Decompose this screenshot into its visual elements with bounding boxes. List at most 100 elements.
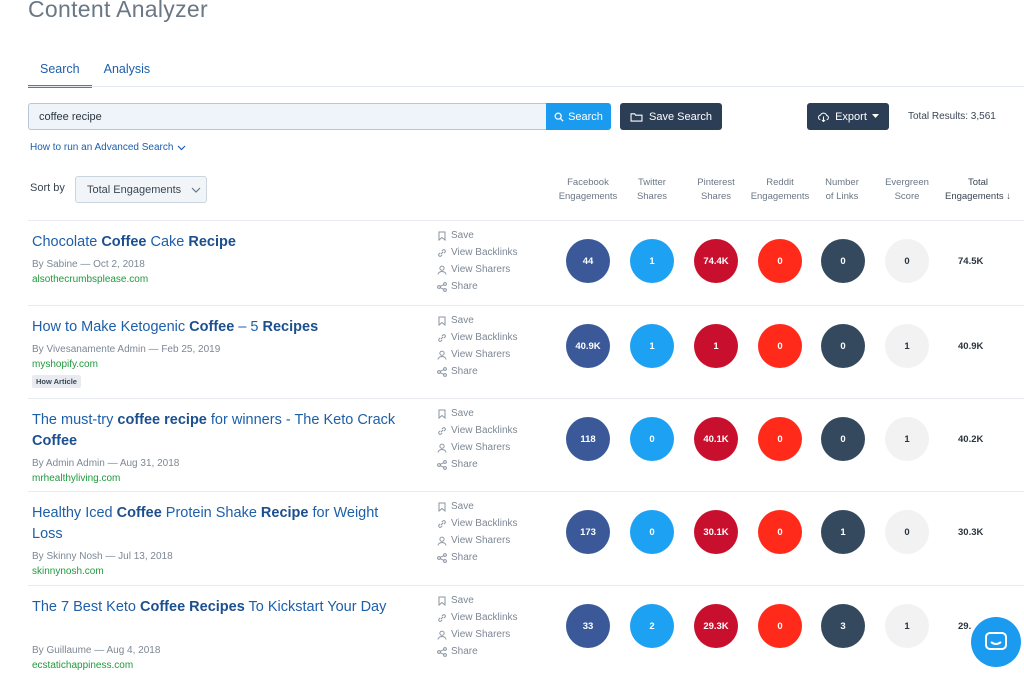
article-title-link[interactable]: Chocolate Coffee Cake Recipe	[32, 232, 412, 253]
number-of-links-metric: 0	[821, 324, 865, 368]
view-sharers-action[interactable]: View Sharers	[437, 346, 518, 363]
title-text: Chocolate	[32, 234, 102, 250]
view-sharers-action[interactable]: View Sharers	[437, 261, 518, 278]
column-header-total[interactable]: Total Engagements ↓	[938, 176, 1018, 204]
total-engagements-value: 30.3K	[958, 527, 984, 538]
highlighted-keyword: Recipe	[260, 505, 309, 521]
highlighted-keyword: Coffee Recipes	[140, 599, 245, 615]
article-meta: By Guillaume — Aug 4, 2018	[32, 645, 161, 656]
pinterest-shares-metric: 29.3K	[694, 604, 738, 648]
row-divider	[28, 220, 1024, 221]
share-action[interactable]: Share	[437, 549, 518, 566]
title-text: Protein Shake	[161, 505, 261, 521]
view-backlinks-action[interactable]: View Backlinks	[437, 609, 518, 626]
folder-icon	[630, 112, 643, 122]
facebook-engagements-metric: 173	[566, 510, 610, 554]
article-title-link[interactable]: The must-try coffee recipe for winners -…	[32, 410, 412, 452]
export-button[interactable]: Export	[807, 103, 889, 130]
article-meta: By Admin Admin — Aug 31, 2018	[32, 458, 180, 469]
save-action[interactable]: Save	[437, 227, 518, 244]
share-action[interactable]: Share	[437, 456, 518, 473]
col-pinterest-l2: Shares	[700, 191, 732, 202]
reddit-engagements-metric: 0	[758, 604, 802, 648]
search-input[interactable]	[28, 103, 546, 130]
article-meta: By Vivesanamente Admin — Feb 25, 2019	[32, 344, 221, 355]
user-icon	[437, 350, 447, 360]
facebook-engagements-metric: 118	[566, 417, 610, 461]
total-engagements-value: 29.	[958, 621, 972, 632]
save-action[interactable]: Save	[437, 498, 518, 515]
save-action-label: Save	[451, 230, 474, 241]
article-title-link[interactable]: The 7 Best Keto Coffee Recipes To Kickst…	[32, 597, 412, 618]
twitter-shares-metric: 1	[630, 324, 674, 368]
view-sharers-action[interactable]: View Sharers	[437, 439, 518, 456]
article-title-link[interactable]: Healthy Iced Coffee Protein Shake Recipe…	[32, 503, 412, 545]
twitter-shares-metric: 0	[630, 417, 674, 461]
pinterest-shares-metric: 40.1K	[694, 417, 738, 461]
evergreen-score-metric: 1	[885, 324, 929, 368]
advanced-search-label: How to run an Advanced Search	[30, 142, 174, 153]
highlighted-keyword: Recipe	[188, 234, 236, 250]
chat-widget-button[interactable]	[971, 617, 1021, 667]
pinterest-shares-metric: 1	[694, 324, 738, 368]
column-header-facebook[interactable]: Facebook Engagements	[552, 176, 624, 204]
sort-select[interactable]: Total Engagements	[75, 176, 207, 203]
article-domain-link[interactable]: ecstatichappiness.com	[32, 660, 134, 671]
reddit-engagements-metric: 0	[758, 239, 802, 283]
search-button[interactable]: Search	[546, 103, 611, 130]
tab-search[interactable]: Search	[28, 58, 92, 88]
chat-icon	[985, 632, 1007, 650]
share-action-label: Share	[451, 459, 478, 470]
article-title-link[interactable]: How to Make Ketogenic Coffee – 5 Recipes	[32, 317, 412, 338]
article-domain-link[interactable]: alsothecrumbsplease.com	[32, 274, 149, 285]
col-total-l1: Total	[967, 177, 989, 188]
view-backlinks-action-label: View Backlinks	[451, 612, 518, 623]
column-header-links[interactable]: Number of Links	[816, 176, 868, 204]
evergreen-score-metric: 0	[885, 239, 929, 283]
title-text: Healthy Iced	[32, 505, 117, 521]
view-backlinks-action[interactable]: View Backlinks	[437, 244, 518, 261]
row-divider	[28, 491, 1024, 492]
view-backlinks-action[interactable]: View Backlinks	[437, 329, 518, 346]
article-meta: By Skinny Nosh — Jul 13, 2018	[32, 551, 173, 562]
number-of-links-metric: 0	[821, 239, 865, 283]
article-type-badge: How Article	[32, 375, 81, 388]
twitter-shares-metric: 0	[630, 510, 674, 554]
save-action[interactable]: Save	[437, 312, 518, 329]
bookmark-icon	[437, 316, 447, 326]
article-domain-link[interactable]: mrhealthyliving.com	[32, 473, 121, 484]
advanced-search-link[interactable]: How to run an Advanced Search	[30, 142, 186, 153]
evergreen-score-metric: 1	[885, 417, 929, 461]
view-sharers-action[interactable]: View Sharers	[437, 532, 518, 549]
view-backlinks-action-label: View Backlinks	[451, 425, 518, 436]
view-backlinks-action[interactable]: View Backlinks	[437, 515, 518, 532]
view-backlinks-action-label: View Backlinks	[451, 332, 518, 343]
share-action[interactable]: Share	[437, 643, 518, 660]
view-backlinks-action[interactable]: View Backlinks	[437, 422, 518, 439]
article-domain-link[interactable]: myshopify.com	[32, 359, 98, 370]
view-sharers-action[interactable]: View Sharers	[437, 626, 518, 643]
facebook-engagements-metric: 33	[566, 604, 610, 648]
article-domain-link[interactable]: skinnynosh.com	[32, 566, 104, 577]
save-action[interactable]: Save	[437, 592, 518, 609]
tab-analysis[interactable]: Analysis	[103, 62, 151, 76]
user-icon	[437, 443, 447, 453]
column-header-twitter[interactable]: Twitter Shares	[624, 176, 680, 204]
save-action[interactable]: Save	[437, 405, 518, 422]
pinterest-shares-metric: 30.1K	[694, 510, 738, 554]
save-search-label: Save Search	[649, 110, 712, 123]
reddit-engagements-metric: 0	[758, 510, 802, 554]
col-twitter-l1: Twitter	[638, 177, 666, 188]
save-search-button[interactable]: Save Search	[620, 103, 722, 130]
title-text: The 7 Best Keto	[32, 599, 141, 615]
share-action[interactable]: Share	[437, 278, 518, 295]
column-header-pinterest[interactable]: Pinterest Shares	[688, 176, 744, 204]
share-action[interactable]: Share	[437, 363, 518, 380]
view-backlinks-action-label: View Backlinks	[451, 247, 518, 258]
col-twitter-l2: Shares	[636, 191, 668, 202]
column-header-evergreen[interactable]: Evergreen Score	[878, 176, 936, 204]
col-evergreen-l1: Evergreen	[885, 177, 929, 188]
row-divider	[28, 398, 1024, 399]
column-header-reddit[interactable]: Reddit Engagements	[744, 176, 816, 204]
